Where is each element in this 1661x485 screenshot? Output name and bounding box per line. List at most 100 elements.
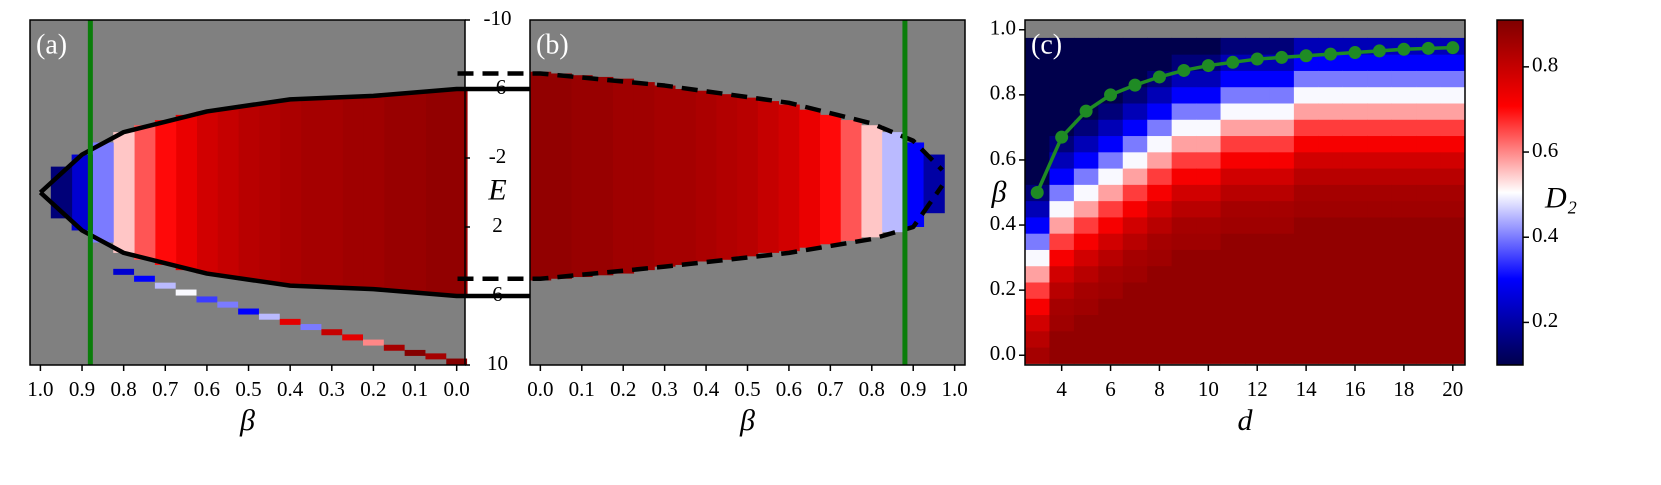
heat-cell [1342,330,1368,348]
heat-cell [1342,233,1368,250]
y-tick-label: 6 [492,282,503,306]
heat-cell [1147,330,1173,348]
heat-cell [1440,216,1466,234]
heat-cell [1293,314,1319,332]
heat-cell [1073,330,1099,348]
x-tick-label: 0.7 [817,377,843,401]
series-marker [1177,63,1191,77]
heat-cell [1171,347,1197,364]
heat-cell [1318,216,1344,234]
heat-cell [1073,298,1099,316]
heat-cell [1098,54,1124,71]
heat-cell [1342,86,1368,104]
heat-cell [1367,54,1393,71]
trail-cell [342,334,364,341]
heat-cell [1245,102,1270,120]
heat-cell [1416,298,1442,316]
series-marker [1275,50,1289,64]
heat-cell [1049,314,1075,332]
heat-cell [1318,200,1344,218]
heat-cell [1245,282,1270,299]
heat-cell [1122,86,1148,104]
heat-cell [1269,135,1295,153]
heat-cell [1342,184,1368,202]
heat-cell [1318,330,1344,348]
boundary-line [457,71,944,172]
x-tick-label: 10 [1198,377,1219,401]
heat-cell [1147,282,1173,299]
heat-cell [1318,249,1344,267]
trail-cell [134,275,155,282]
heat-cell [1196,102,1222,120]
x-tick-label: 0.9 [69,377,95,401]
y-tick-label: -6 [489,75,507,99]
heat-cell [1342,249,1368,267]
heat-cell [1440,233,1466,250]
heat-cell [1367,314,1393,332]
heat-cell [1440,184,1466,202]
heat-cell [1269,184,1295,202]
heat-column [238,104,260,281]
heat-cell [1196,265,1222,283]
heat-column [217,107,239,278]
heat-cell [1025,330,1050,348]
trail-cell [425,353,447,360]
heat-cell [1245,233,1270,250]
heat-cell [1122,184,1148,202]
heat-cell [1049,54,1075,71]
heat-cell [1025,200,1050,218]
heat-cell [1073,347,1099,364]
heat-cell [1416,54,1442,71]
x-tick-label: 0.3 [652,377,678,401]
heat-cell [1440,102,1466,120]
y-tick-label: 0.8 [990,81,1016,105]
series-marker [1055,130,1069,144]
y-axis-label: β [991,175,1007,208]
heat-cell [1269,70,1295,88]
heat-cell [1196,282,1222,299]
heat-cell [1318,86,1344,104]
heat-cell [1293,298,1319,316]
heat-cell [1440,54,1466,71]
heat-column [633,82,655,271]
heat-cell [1196,200,1222,218]
heat-cell [1049,282,1075,299]
heat-cell [1416,184,1442,202]
heat-column [861,125,883,238]
heat-cell [1440,86,1466,104]
heat-cell [1122,54,1148,71]
heat-column [530,71,552,281]
heat-cell [1367,86,1393,104]
plot-frame [1024,19,1466,366]
heat-cell [1318,282,1344,299]
heat-cell [1293,135,1319,153]
series-marker [1421,41,1435,55]
trail-cell [363,339,384,346]
heat-cell [1025,70,1050,88]
heat-cell [1391,70,1417,88]
heat-cell [1416,70,1442,88]
heat-cell [1416,151,1442,169]
heat-cell [1147,54,1173,71]
heat-cell [1245,216,1270,234]
heat-column [737,97,759,257]
heat-cell [1318,151,1344,169]
heat-cell [1318,184,1344,202]
heat-cell [1293,102,1319,120]
heat-cell [1293,86,1319,104]
heat-cell [1098,265,1124,283]
heat-cell [1269,314,1295,332]
heat-cell [1147,347,1173,364]
heat-cell [1220,168,1246,185]
heat-cell [1416,102,1442,120]
heat-cell [1245,135,1270,153]
heat-cell [1171,216,1197,234]
heat-cell [1318,102,1344,120]
heat-column [675,89,697,265]
heat-cell [1147,86,1173,104]
heat-column [363,95,385,290]
heat-cell [1171,200,1197,218]
y-tick-label: 10 [487,351,508,375]
colorbar [1496,19,1524,366]
heat-cell [1245,119,1270,137]
